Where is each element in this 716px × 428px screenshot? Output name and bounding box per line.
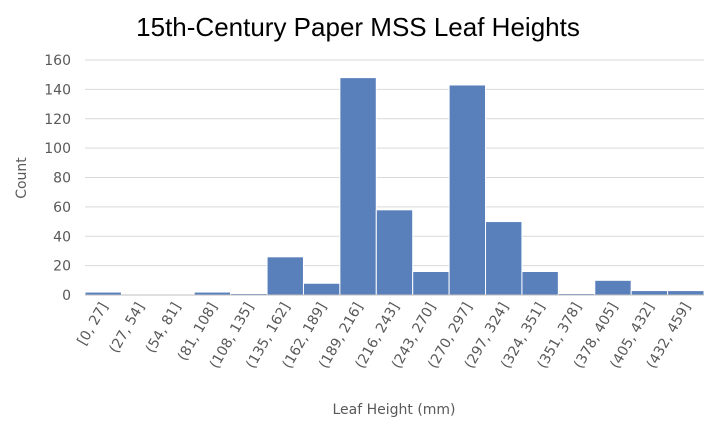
bar [266, 256, 304, 296]
bar [302, 282, 341, 296]
y-tick-label: 160 [44, 53, 71, 69]
y-tick-label: 120 [44, 112, 71, 128]
x-tick-label: [0, 27] [75, 300, 112, 348]
bar [448, 84, 487, 296]
bar [485, 221, 523, 296]
y-tick-label: 40 [53, 229, 71, 245]
bars [84, 77, 705, 296]
y-tick-label: 0 [62, 288, 71, 304]
y-tick-label: 20 [53, 259, 71, 275]
gridlines [85, 59, 704, 267]
x-axis-label: Leaf Height (mm) [332, 402, 455, 418]
y-axis-label: Count [14, 157, 30, 199]
x-tick-label: (54, 81] [143, 300, 185, 356]
bar [594, 279, 632, 296]
y-tick-label: 60 [53, 200, 71, 216]
x-tick-label: (27, 54] [106, 300, 148, 356]
y-tick-label: 80 [53, 171, 71, 187]
bar [667, 290, 705, 296]
y-axis-ticks: 0 20 40 60 80 100 120 140 160 [44, 53, 71, 304]
bar [339, 77, 377, 296]
bar [521, 271, 559, 296]
bar [412, 271, 450, 296]
bar [630, 290, 669, 296]
chart-title: 15th-Century Paper MSS Leaf Heights [136, 12, 580, 42]
x-axis-ticks: [0, 27](27, 54](54, 81](81, 108](108, 13… [75, 300, 695, 371]
y-tick-label: 140 [44, 82, 71, 98]
y-tick-label: 100 [44, 141, 71, 157]
bar [375, 209, 414, 296]
